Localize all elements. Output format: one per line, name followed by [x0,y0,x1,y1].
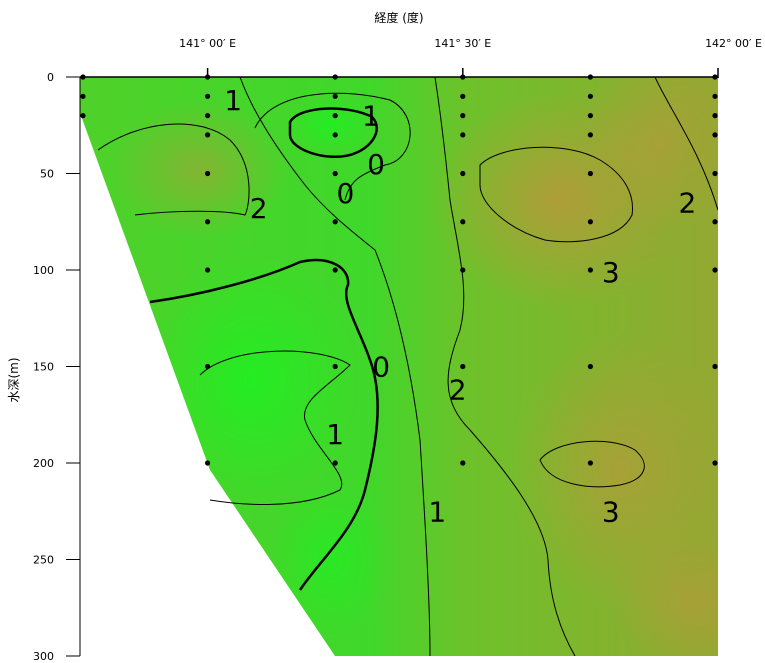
station-dot [460,219,466,225]
contour-0-bubble [288,107,378,159]
contour-2-right [654,77,718,211]
station-dot [460,267,466,273]
station-dot [460,170,466,177]
contour-label: 0 [372,351,390,384]
station-dot [460,363,466,370]
contour-label: 3 [602,256,620,289]
station-dot [712,132,718,138]
contour-label: 1 [362,100,380,133]
station-dot [332,460,338,466]
contour-label: 1 [326,418,344,451]
y-tick-label: 300 [33,650,54,663]
station-dot [80,93,86,99]
station-dot [205,267,211,273]
station-dot [712,219,718,225]
station-dot [587,132,594,138]
contour-3-upper [479,146,634,243]
y-tick-label: 50 [40,168,54,181]
station-dot [332,132,338,138]
station-dot [587,460,594,466]
contour-1-upper [239,77,431,656]
station-dot [712,363,718,370]
y-axis-title: 水深(m) [7,357,21,402]
contour-0-main [149,258,379,591]
contour-label: 2 [250,192,268,225]
axes: 141° 00′ E 141° 30′ E 142° 00′ E 050100150… [7,10,762,663]
contour-lines [97,77,718,656]
y-ticks: 0 50 100 150 200 250 300 [33,71,80,663]
station-dot [205,93,211,99]
station-dot [460,113,466,119]
station-dot [587,113,594,119]
station-dot [205,170,211,177]
station-dot [712,113,718,119]
station-dot [332,267,338,273]
station-dot [332,170,338,177]
y-tick-label: 0 [47,71,54,84]
contour-label: 2 [449,374,467,407]
station-dot [460,93,466,99]
station-dot [205,132,211,138]
contour-1-top-left [97,123,250,216]
station-dot [587,219,594,225]
contour-2-main [434,77,576,656]
station-dot [712,267,718,273]
station-dot [587,93,594,99]
station-dot [460,460,466,466]
station-dot [587,363,594,370]
contour-1-lower-left [199,350,351,505]
x-ticks: 141° 00′ E 141° 30′ E 142° 00′ E [179,37,762,78]
y-tick-label: 250 [33,554,54,567]
x-tick-label: 142° 00′ E [705,37,762,50]
station-dot [332,219,338,225]
station-dot [460,132,466,138]
station-dot [205,219,211,225]
station-dot [332,363,338,370]
station-dot [587,170,594,177]
station-dot [332,93,338,99]
station-dot [205,113,211,119]
contour-label: 0 [336,177,354,210]
y-tick-label: 100 [33,264,54,277]
station-dot [205,460,211,466]
y-tick-label: 150 [33,361,54,374]
station-dot [712,460,718,466]
contour-label: 0 [367,148,385,181]
x-axis-title: 経度 (度) [374,10,423,25]
station-dot [712,93,718,99]
contour-1-bubble [254,92,411,201]
contour-label: 3 [602,495,620,528]
station-dot [80,113,86,119]
station-dot [587,267,594,273]
station-dot [332,113,338,119]
contour-3-lower [539,440,645,488]
x-tick-label: 141° 30′ E [434,37,491,50]
contour-label: 1 [428,495,446,528]
station-dot [205,363,211,370]
x-tick-label: 141° 00′ E [179,37,236,50]
field-fill [80,77,718,656]
bottom-mask [80,77,335,656]
y-tick-label: 200 [33,457,54,470]
station-dot [712,170,718,177]
contour-label: 2 [678,186,696,219]
contour-label: 1 [224,84,242,117]
